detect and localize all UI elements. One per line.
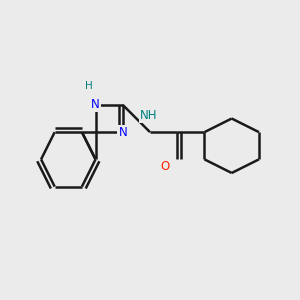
Text: N: N [118, 126, 127, 139]
Text: H: H [85, 81, 93, 91]
Text: NH: NH [140, 109, 157, 122]
Text: N: N [91, 98, 100, 111]
Text: O: O [161, 160, 170, 173]
